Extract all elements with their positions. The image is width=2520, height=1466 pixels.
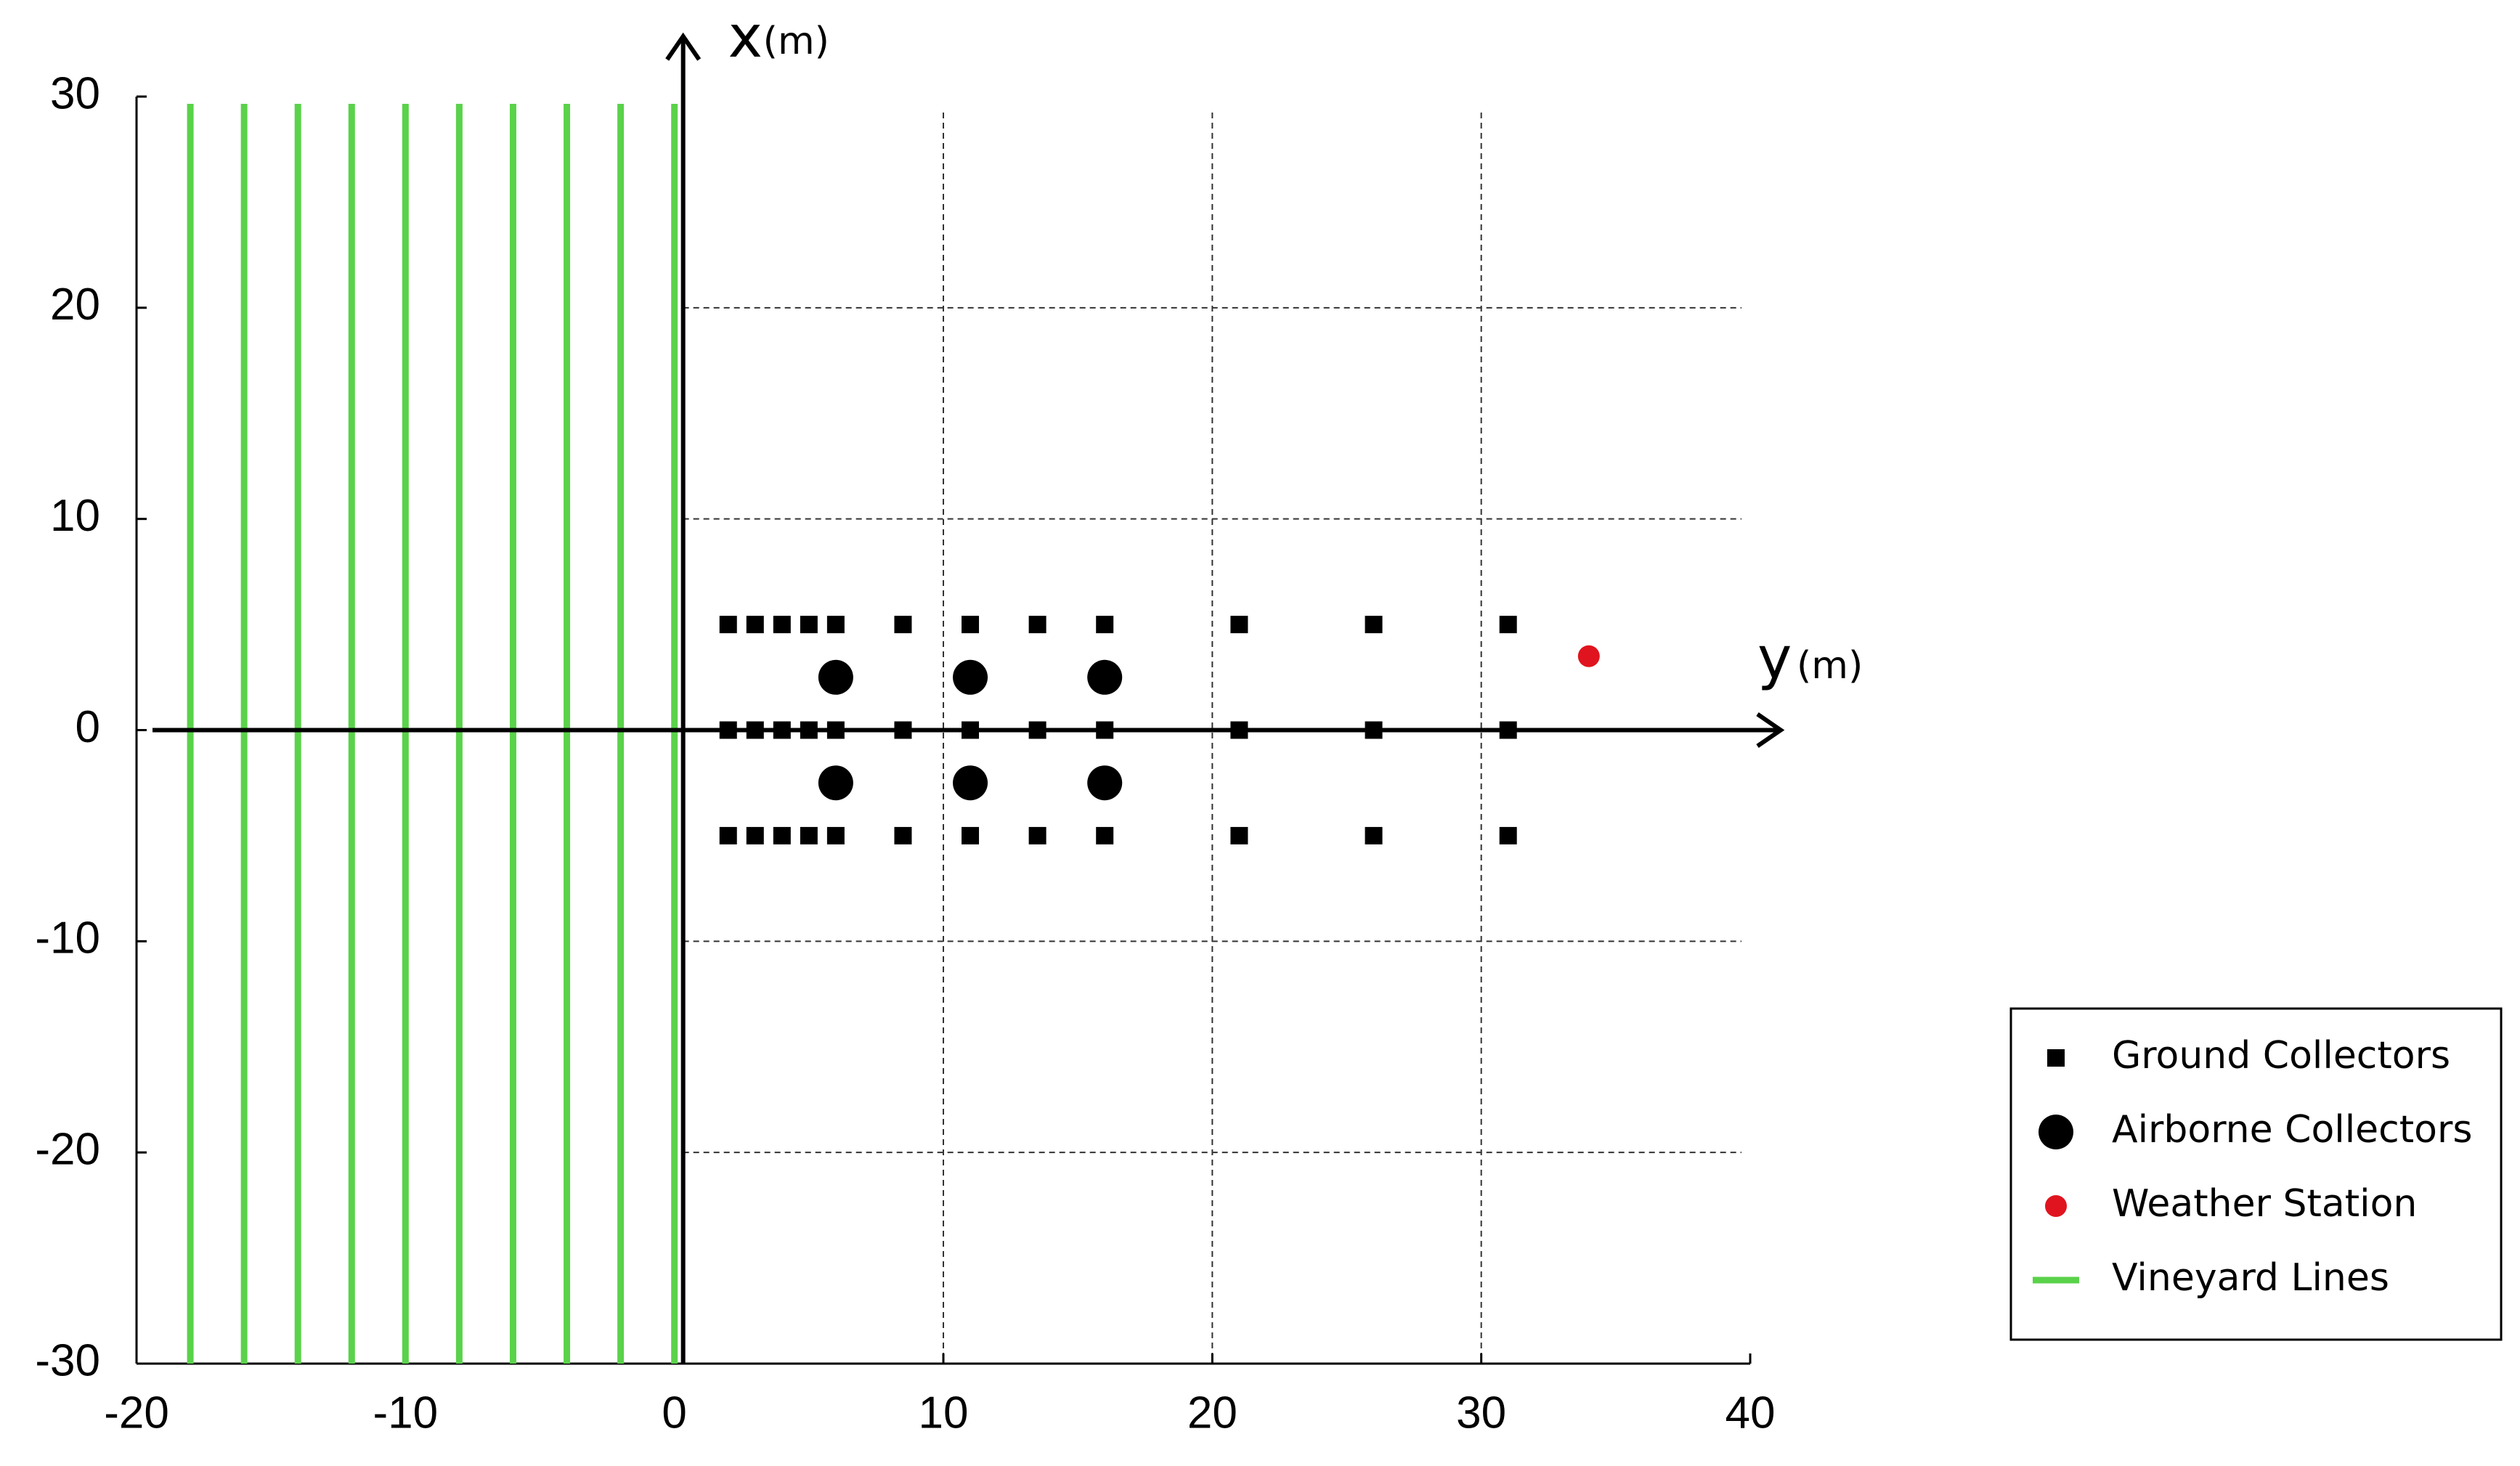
ground-collector bbox=[800, 826, 818, 844]
legend-label: Ground Collectors bbox=[2112, 1034, 2450, 1078]
legend-label: Weather Station bbox=[2112, 1182, 2417, 1226]
legend-label: Vineyard Lines bbox=[2112, 1256, 2389, 1300]
ground-collector bbox=[800, 616, 818, 634]
airborne-collector bbox=[953, 765, 988, 801]
ground-collector bbox=[1096, 616, 1114, 634]
ground-collector bbox=[1365, 616, 1383, 634]
y-axis-label: x bbox=[728, 3, 763, 70]
ground-collector bbox=[1096, 826, 1114, 844]
weather-station bbox=[1577, 645, 1600, 667]
x-tick-label: 20 bbox=[1187, 1388, 1237, 1438]
ground-collector bbox=[719, 616, 737, 634]
ground-collector bbox=[1230, 616, 1248, 634]
ground-collector bbox=[1230, 826, 1248, 844]
ground-collector bbox=[746, 616, 764, 634]
legend-marker bbox=[2039, 1115, 2073, 1149]
y-tick-label: 10 bbox=[50, 491, 100, 541]
ground-collector bbox=[1028, 826, 1046, 844]
x-axis-unit: (m) bbox=[1797, 644, 1863, 688]
legend-marker bbox=[2045, 1195, 2067, 1217]
y-tick-label: 0 bbox=[76, 702, 100, 752]
ground-collector bbox=[826, 826, 845, 844]
ground-collector bbox=[826, 616, 845, 634]
legend-marker bbox=[2047, 1049, 2065, 1067]
y-tick-label: 30 bbox=[50, 68, 100, 118]
x-tick-label: 10 bbox=[919, 1388, 969, 1438]
x-tick-label: -10 bbox=[373, 1388, 439, 1438]
x-tick-label: 40 bbox=[1726, 1388, 1776, 1438]
ground-collector bbox=[962, 826, 980, 844]
legend-box bbox=[2009, 1007, 2503, 1341]
airborne-collector bbox=[818, 765, 853, 801]
airborne-collector bbox=[953, 659, 988, 695]
y-tick-label: -20 bbox=[35, 1125, 100, 1175]
ground-collector bbox=[894, 826, 912, 844]
y-tick-label: 20 bbox=[50, 280, 100, 330]
ground-collector bbox=[746, 826, 764, 844]
ground-collector bbox=[719, 826, 737, 844]
x-tick-label: 30 bbox=[1456, 1388, 1506, 1438]
ground-collector bbox=[1365, 826, 1383, 844]
legend-label: Airborne Collectors bbox=[2112, 1108, 2472, 1152]
y-axis-unit: (m) bbox=[763, 20, 829, 63]
horizontal-arrow bbox=[1756, 712, 1785, 748]
ground-collector bbox=[1499, 826, 1517, 844]
ground-collector bbox=[894, 616, 912, 634]
ground-collector bbox=[962, 616, 980, 634]
x-axis-label: y bbox=[1757, 624, 1792, 692]
ground-collector bbox=[773, 616, 791, 634]
ground-collector bbox=[773, 826, 791, 844]
vertical-arrow bbox=[665, 32, 702, 61]
airborne-collector bbox=[818, 659, 853, 695]
ground-collector bbox=[1028, 616, 1046, 634]
x-tick-label: -20 bbox=[104, 1388, 169, 1438]
airborne-collector bbox=[1087, 659, 1123, 695]
y-tick-label: -30 bbox=[35, 1335, 100, 1385]
y-tick-label: -10 bbox=[35, 913, 100, 964]
airborne-collector bbox=[1087, 765, 1123, 801]
x-tick-label: 0 bbox=[662, 1388, 686, 1438]
ground-collector bbox=[1499, 616, 1517, 634]
